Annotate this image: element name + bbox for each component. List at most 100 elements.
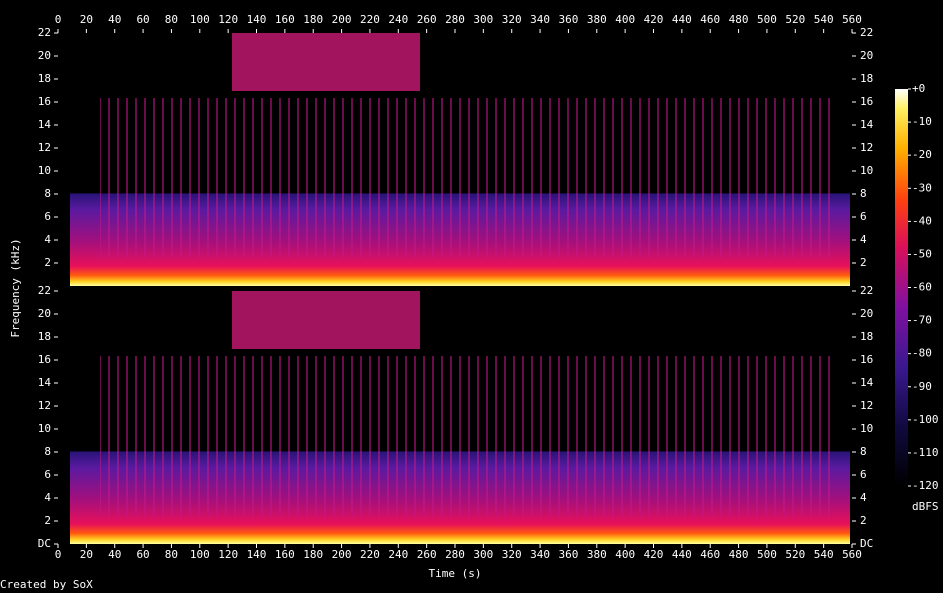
y-tick-label-right: 6 (860, 468, 867, 481)
y-tick-label-left: 14 (38, 118, 52, 131)
y-tick-label-left: 2 (44, 256, 51, 269)
y-tick-label-right: 4 (860, 491, 867, 504)
x-tick-label-bottom: 20 (80, 548, 93, 561)
x-tick-label-bottom: 460 (700, 548, 720, 561)
colorbar-tick-label: -20 (912, 148, 932, 161)
x-tick-label-top: 160 (275, 13, 295, 26)
x-tick-label-top: 180 (303, 13, 323, 26)
x-tick-label-top: 360 (558, 13, 578, 26)
x-tick-label-bottom: 280 (445, 548, 465, 561)
x-tick-label-top: 200 (332, 13, 352, 26)
x-tick-label-top: 340 (530, 13, 550, 26)
x-tick-label-top: 420 (644, 13, 664, 26)
x-tick-label-bottom: 560 (842, 548, 862, 561)
y-tick-label-left: 6 (44, 468, 51, 481)
x-tick-label-top: 400 (615, 13, 635, 26)
x-tick-label-bottom: 380 (587, 548, 607, 561)
colorbar-tick-label: -10 (912, 115, 932, 128)
y-tick-label-left: 12 (38, 141, 51, 154)
colorbar-tick-label: -50 (912, 247, 932, 260)
x-tick-label-top: 80 (165, 13, 178, 26)
y-tick-label-left: 16 (38, 95, 51, 108)
x-tick-label-top: 40 (108, 13, 121, 26)
y-tick-label-right: 18 (860, 330, 873, 343)
colorbar-tick-label: +0 (912, 82, 925, 95)
x-tick-label-bottom: 500 (757, 548, 777, 561)
y-tick-label-left: 10 (38, 422, 51, 435)
x-tick-label-bottom: 140 (247, 548, 267, 561)
y-tick-label-left: 22 (38, 26, 51, 39)
y-tick-label-left: 2 (44, 514, 51, 527)
y-tick-label-left: 12 (38, 399, 51, 412)
colorbar-tick-label: -120 (912, 479, 939, 492)
colorbar-tick-label: -70 (912, 314, 932, 327)
x-tick-label-bottom: 480 (729, 548, 749, 561)
y-tick-label-right: 8 (860, 187, 867, 200)
colorbar-tick-label: -80 (912, 347, 932, 360)
x-tick-label-top: 520 (785, 13, 805, 26)
x-tick-label-bottom: 520 (785, 548, 805, 561)
x-tick-label-top: 100 (190, 13, 210, 26)
y-tick-label-left: 14 (38, 376, 52, 389)
y-tick-label-right: 16 (860, 95, 873, 108)
x-tick-label-bottom: 180 (303, 548, 323, 561)
y-tick-label-left: DC (38, 537, 51, 550)
y-tick-label-right: 12 (860, 141, 873, 154)
x-tick-label-bottom: 80 (165, 548, 178, 561)
spectrum-texture (100, 356, 835, 516)
x-tick-label-top: 280 (445, 13, 465, 26)
x-tick-label-bottom: 120 (218, 548, 238, 561)
y-tick-label-right: 6 (860, 210, 867, 223)
y-tick-label-right: 4 (860, 233, 867, 246)
y-tick-label-left: 22 (38, 284, 51, 297)
x-tick-label-bottom: 0 (55, 548, 62, 561)
y-tick-label-right: 2 (860, 514, 867, 527)
x-tick-label-top: 460 (700, 13, 720, 26)
y-tick-label-right: 12 (860, 399, 873, 412)
credit: Created by SoX (0, 578, 93, 591)
y-tick-label-right: 16 (860, 353, 873, 366)
y-tick-label-left: 10 (38, 164, 51, 177)
x-tick-label-top: 220 (360, 13, 380, 26)
colorbar (895, 89, 908, 486)
x-axis-label: Time (s) (429, 567, 482, 580)
x-tick-label-bottom: 300 (473, 548, 493, 561)
y-tick-label-right: 14 (860, 376, 874, 389)
x-tick-label-bottom: 420 (644, 548, 664, 561)
x-tick-label-bottom: 540 (814, 548, 834, 561)
x-tick-label-bottom: 220 (360, 548, 380, 561)
x-tick-label-top: 260 (417, 13, 437, 26)
y-tick-label-right: 18 (860, 72, 873, 85)
x-tick-label-top: 500 (757, 13, 777, 26)
colorbar-tick-label: -60 (912, 281, 932, 294)
x-tick-label-top: 480 (729, 13, 749, 26)
y-tick-label-right: 10 (860, 422, 873, 435)
colorbar-tick-label: -100 (912, 413, 939, 426)
x-tick-label-top: 300 (473, 13, 493, 26)
x-tick-label-bottom: 200 (332, 548, 352, 561)
y-tick-label-left: 18 (38, 330, 51, 343)
y-tick-label-right: 22 (860, 284, 873, 297)
y-tick-label-right: 8 (860, 445, 867, 458)
x-tick-label-bottom: 100 (190, 548, 210, 561)
x-tick-label-top: 320 (502, 13, 522, 26)
spectrum-high (232, 291, 420, 349)
x-tick-label-top: 560 (842, 13, 862, 26)
x-tick-label-top: 20 (80, 13, 93, 26)
y-tick-label-right: DC (860, 537, 873, 550)
y-tick-label-left: 6 (44, 210, 51, 223)
x-tick-label-bottom: 400 (615, 548, 635, 561)
x-tick-label-bottom: 160 (275, 548, 295, 561)
y-tick-label-right: 22 (860, 26, 873, 39)
x-tick-label-top: 240 (388, 13, 408, 26)
x-tick-label-bottom: 260 (417, 548, 437, 561)
x-tick-label-top: 140 (247, 13, 267, 26)
y-tick-label-left: 16 (38, 353, 51, 366)
x-tick-label-bottom: 60 (136, 548, 149, 561)
x-tick-label-top: 440 (672, 13, 692, 26)
y-tick-label-right: 14 (860, 118, 874, 131)
x-tick-label-bottom: 240 (388, 548, 408, 561)
colorbar-label: dBFS (912, 500, 939, 513)
spectrum-high (232, 33, 420, 91)
